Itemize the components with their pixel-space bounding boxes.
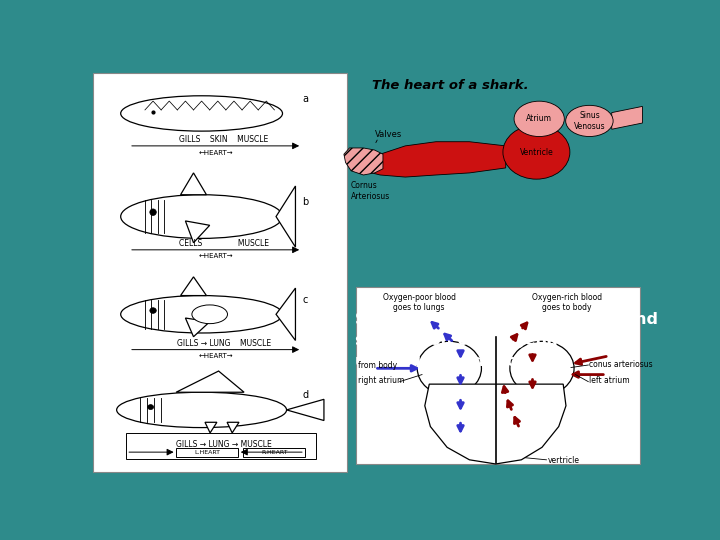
Text: vertricle: vertricle <box>547 456 580 465</box>
Text: GILLS    SKIN    MUSCLE: GILLS SKIN MUSCLE <box>179 135 269 144</box>
Ellipse shape <box>117 392 287 428</box>
Polygon shape <box>181 277 207 295</box>
Text: a: a <box>302 94 308 104</box>
Polygon shape <box>612 106 642 129</box>
Polygon shape <box>186 221 210 243</box>
Ellipse shape <box>150 209 156 215</box>
FancyBboxPatch shape <box>356 287 640 464</box>
Text: Oxygen-poor blood
goes to lungs: Oxygen-poor blood goes to lungs <box>383 293 456 312</box>
Text: c: c <box>302 295 307 305</box>
Text: GILLS → LUNG    MUSCLE: GILLS → LUNG MUSCLE <box>177 339 271 348</box>
Text: b: b <box>302 197 308 207</box>
Polygon shape <box>176 371 244 392</box>
FancyBboxPatch shape <box>176 448 238 457</box>
Text: Series heart to parallel heart and
separation of oxygenated and
unoxygenated blo: Series heart to parallel heart and separ… <box>355 312 658 369</box>
FancyBboxPatch shape <box>93 73 347 472</box>
Polygon shape <box>364 141 505 177</box>
Ellipse shape <box>510 341 574 395</box>
Polygon shape <box>287 399 324 421</box>
FancyBboxPatch shape <box>243 448 305 457</box>
Text: R.HEART: R.HEART <box>261 450 287 455</box>
Text: Ventricle: Ventricle <box>520 147 553 157</box>
Text: ←HEART→: ←HEART→ <box>198 150 233 156</box>
Polygon shape <box>276 186 295 247</box>
Text: Cornus
Arteriosus: Cornus Arteriosus <box>351 181 390 201</box>
Text: The heart of a shark.: The heart of a shark. <box>372 79 528 92</box>
Ellipse shape <box>566 105 613 137</box>
Text: conus arteriosus: conus arteriosus <box>590 360 653 369</box>
FancyBboxPatch shape <box>126 434 316 460</box>
Text: ←HEART→: ←HEART→ <box>198 353 233 359</box>
Ellipse shape <box>418 341 482 395</box>
Text: CELLS               MUSCLE: CELLS MUSCLE <box>179 239 269 248</box>
Polygon shape <box>227 422 239 433</box>
Ellipse shape <box>121 96 282 131</box>
Text: ←HEART→: ←HEART→ <box>198 253 233 260</box>
Text: GILLS → LUNG → MUSCLE: GILLS → LUNG → MUSCLE <box>176 440 271 449</box>
Text: left atrium: left atrium <box>590 376 630 386</box>
Ellipse shape <box>148 404 153 409</box>
Polygon shape <box>344 148 383 175</box>
Text: from body: from body <box>358 361 397 370</box>
Ellipse shape <box>514 101 564 137</box>
Text: d: d <box>302 390 308 400</box>
Ellipse shape <box>121 295 282 333</box>
Ellipse shape <box>503 125 570 179</box>
Text: Sinus
Venosus: Sinus Venosus <box>574 111 606 131</box>
Ellipse shape <box>150 308 156 313</box>
Polygon shape <box>205 422 217 433</box>
Text: L.HEART: L.HEART <box>194 450 220 455</box>
Text: Valves: Valves <box>374 130 402 139</box>
Polygon shape <box>181 173 207 195</box>
Polygon shape <box>425 384 566 464</box>
Text: Atrium: Atrium <box>526 114 552 123</box>
Text: right atrium: right atrium <box>358 376 404 386</box>
Ellipse shape <box>121 195 282 238</box>
Polygon shape <box>186 318 210 337</box>
Text: Oxygen-rich blood
goes to body: Oxygen-rich blood goes to body <box>532 293 602 312</box>
Ellipse shape <box>192 305 228 323</box>
Polygon shape <box>276 288 295 341</box>
